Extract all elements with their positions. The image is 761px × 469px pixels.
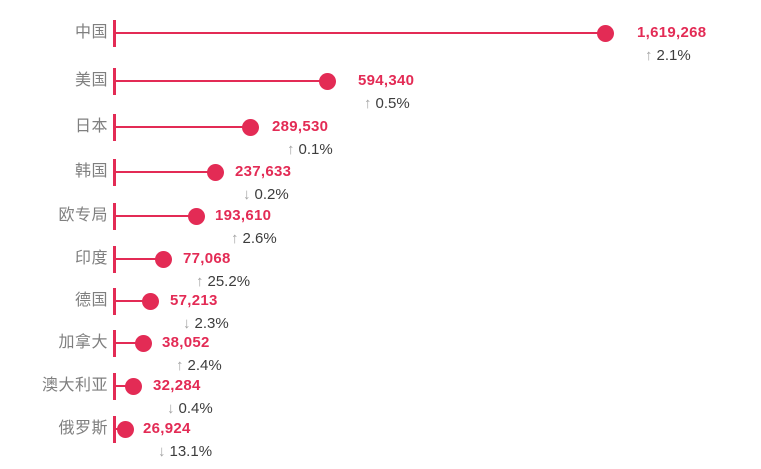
category-label: 日本: [74, 118, 108, 135]
axis-tick: [113, 159, 116, 186]
change-percent-label: 2.3%: [194, 315, 229, 332]
up-arrow-icon: ↑: [287, 141, 295, 158]
bar-line: [115, 300, 150, 302]
axis-tick: [113, 373, 116, 400]
data-point-dot: [188, 208, 205, 225]
change-indicator: ↓ 0.4%: [167, 400, 213, 418]
value-label: 77,068: [183, 250, 231, 267]
data-point-dot: [242, 119, 259, 136]
data-point-dot: [117, 421, 134, 438]
value-label: 289,530: [272, 118, 329, 135]
value-label: 32,284: [153, 377, 201, 394]
down-arrow-icon: ↓: [158, 443, 166, 460]
value-label: 26,924: [143, 420, 191, 437]
change-indicator: ↑ 2.6%: [231, 230, 277, 248]
change-percent-label: 0.2%: [254, 186, 289, 203]
down-arrow-icon: ↓: [167, 400, 175, 417]
bar-line: [115, 32, 605, 34]
axis-tick: [113, 330, 116, 357]
change-indicator: ↓ 0.2%: [243, 186, 289, 204]
up-arrow-icon: ↑: [176, 357, 184, 374]
change-percent-label: 2.6%: [242, 230, 277, 247]
bar-line: [115, 126, 250, 128]
data-point-dot: [125, 378, 142, 395]
category-label: 欧专局: [58, 207, 108, 224]
change-percent-label: 0.4%: [178, 400, 213, 417]
axis-tick: [113, 114, 116, 141]
bar-line: [115, 215, 196, 217]
axis-tick: [113, 203, 116, 230]
change-indicator: ↑ 0.1%: [287, 141, 333, 159]
data-point-dot: [319, 73, 336, 90]
axis-tick: [113, 246, 116, 273]
up-arrow-icon: ↑: [645, 47, 653, 64]
axis-tick: [113, 20, 116, 47]
value-label: 38,052: [162, 334, 210, 351]
value-label: 193,610: [215, 207, 272, 224]
data-point-dot: [207, 164, 224, 181]
value-label: 57,213: [170, 292, 218, 309]
category-label: 澳大利亚: [41, 377, 108, 394]
category-label: 韩国: [74, 163, 108, 180]
down-arrow-icon: ↓: [243, 186, 251, 203]
change-indicator: ↑ 0.5%: [364, 95, 410, 113]
change-indicator: ↑ 2.1%: [645, 47, 691, 65]
axis-tick: [113, 416, 116, 443]
value-label: 1,619,268: [637, 24, 707, 41]
category-label: 美国: [74, 72, 108, 89]
value-label: 594,340: [358, 72, 415, 89]
change-percent-label: 0.5%: [375, 95, 410, 112]
category-label: 中国: [74, 24, 108, 41]
category-label: 印度: [74, 250, 108, 267]
change-percent-label: 2.4%: [187, 357, 222, 374]
category-label: 加拿大: [58, 334, 108, 351]
change-indicator: ↓ 2.3%: [183, 315, 229, 333]
bar-line: [115, 258, 163, 260]
change-percent-label: 2.1%: [656, 47, 691, 64]
data-point-dot: [597, 25, 614, 42]
data-point-dot: [142, 293, 159, 310]
data-point-dot: [155, 251, 172, 268]
category-label: 德国: [74, 292, 108, 309]
up-arrow-icon: ↑: [231, 230, 239, 247]
change-indicator: ↓ 13.1%: [158, 443, 212, 461]
bar-line: [115, 342, 143, 344]
change-indicator: ↑ 2.4%: [176, 357, 222, 375]
change-percent-label: 13.1%: [169, 443, 213, 460]
bar-line: [115, 171, 215, 173]
bar-line: [115, 80, 327, 82]
bar-line: [115, 385, 133, 387]
up-arrow-icon: ↑: [196, 273, 204, 290]
change-percent-label: 25.2%: [207, 273, 251, 290]
category-label: 俄罗斯: [58, 420, 108, 437]
data-point-dot: [135, 335, 152, 352]
down-arrow-icon: ↓: [183, 315, 191, 332]
axis-tick: [113, 288, 116, 315]
value-label: 237,633: [235, 163, 292, 180]
change-indicator: ↑ 25.2%: [196, 273, 250, 291]
up-arrow-icon: ↑: [364, 95, 372, 112]
change-percent-label: 0.1%: [298, 141, 333, 158]
axis-tick: [113, 68, 116, 95]
